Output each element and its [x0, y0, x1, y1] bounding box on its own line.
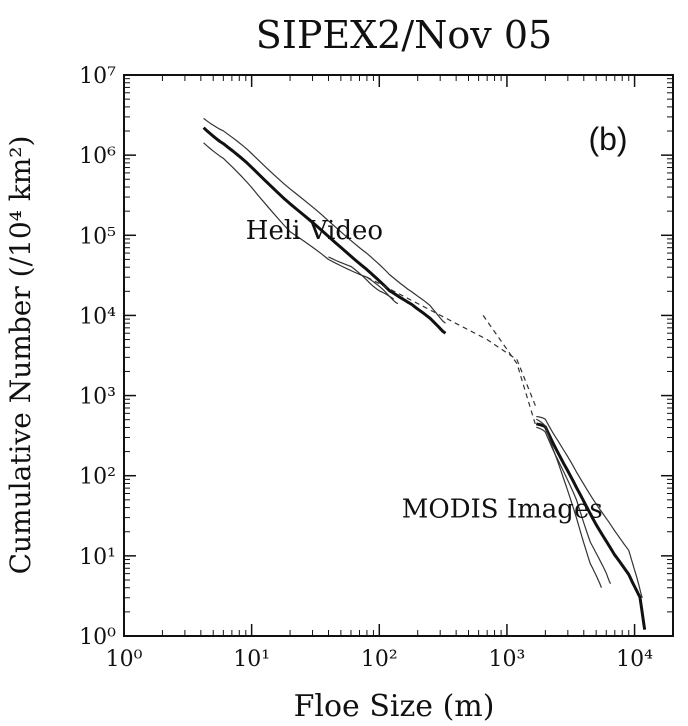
x-tick-label: 10³ [489, 647, 526, 672]
grid-and-ticks: 10⁰ 10¹ 10² 10³ 10⁴ 10⁰ 10¹ 10² 10³ 10⁴ 10⁵ 10⁶ 10⁷ [79, 64, 673, 672]
series-line [536, 415, 643, 598]
series-line [203, 117, 446, 324]
data-series [202, 117, 647, 630]
annotation-label: MODIS Images [402, 495, 603, 525]
x-axis-label: Floe Size (m) [294, 689, 495, 724]
y-tick-label: 10¹ [79, 545, 116, 570]
x-tick-label: 10⁴ [616, 647, 653, 672]
x-tick-label: 10¹ [233, 647, 270, 672]
series-line [203, 142, 399, 305]
series-line [536, 418, 602, 588]
y-tick-label: 10² [79, 465, 116, 490]
x-tick-label: 10⁰ [106, 647, 143, 672]
chart-title: SIPEX2/Nov 05 [256, 13, 552, 57]
series-line [202, 126, 447, 335]
series-line [328, 256, 395, 300]
series-line [366, 276, 537, 409]
x-tick-label: 10² [361, 647, 398, 672]
annotations: Heli Video MODIS Images [246, 216, 603, 525]
annotation-label: Heli Video [246, 216, 383, 246]
y-axis-label: Cumulative Number (/10⁴ km²) [4, 136, 37, 575]
panel-label: (b) [588, 121, 627, 157]
series-line [535, 422, 647, 630]
y-tick-label: 10⁵ [79, 224, 116, 249]
y-tick-label: 10⁰ [79, 625, 116, 650]
plot-frame [123, 74, 674, 637]
y-tick-label: 10³ [79, 385, 116, 410]
y-tick-label: 10⁷ [79, 64, 116, 89]
series-line [536, 426, 612, 584]
y-tick-label: 10⁴ [79, 304, 116, 329]
series-line [482, 315, 537, 428]
y-tick-label: 10⁶ [79, 144, 116, 169]
